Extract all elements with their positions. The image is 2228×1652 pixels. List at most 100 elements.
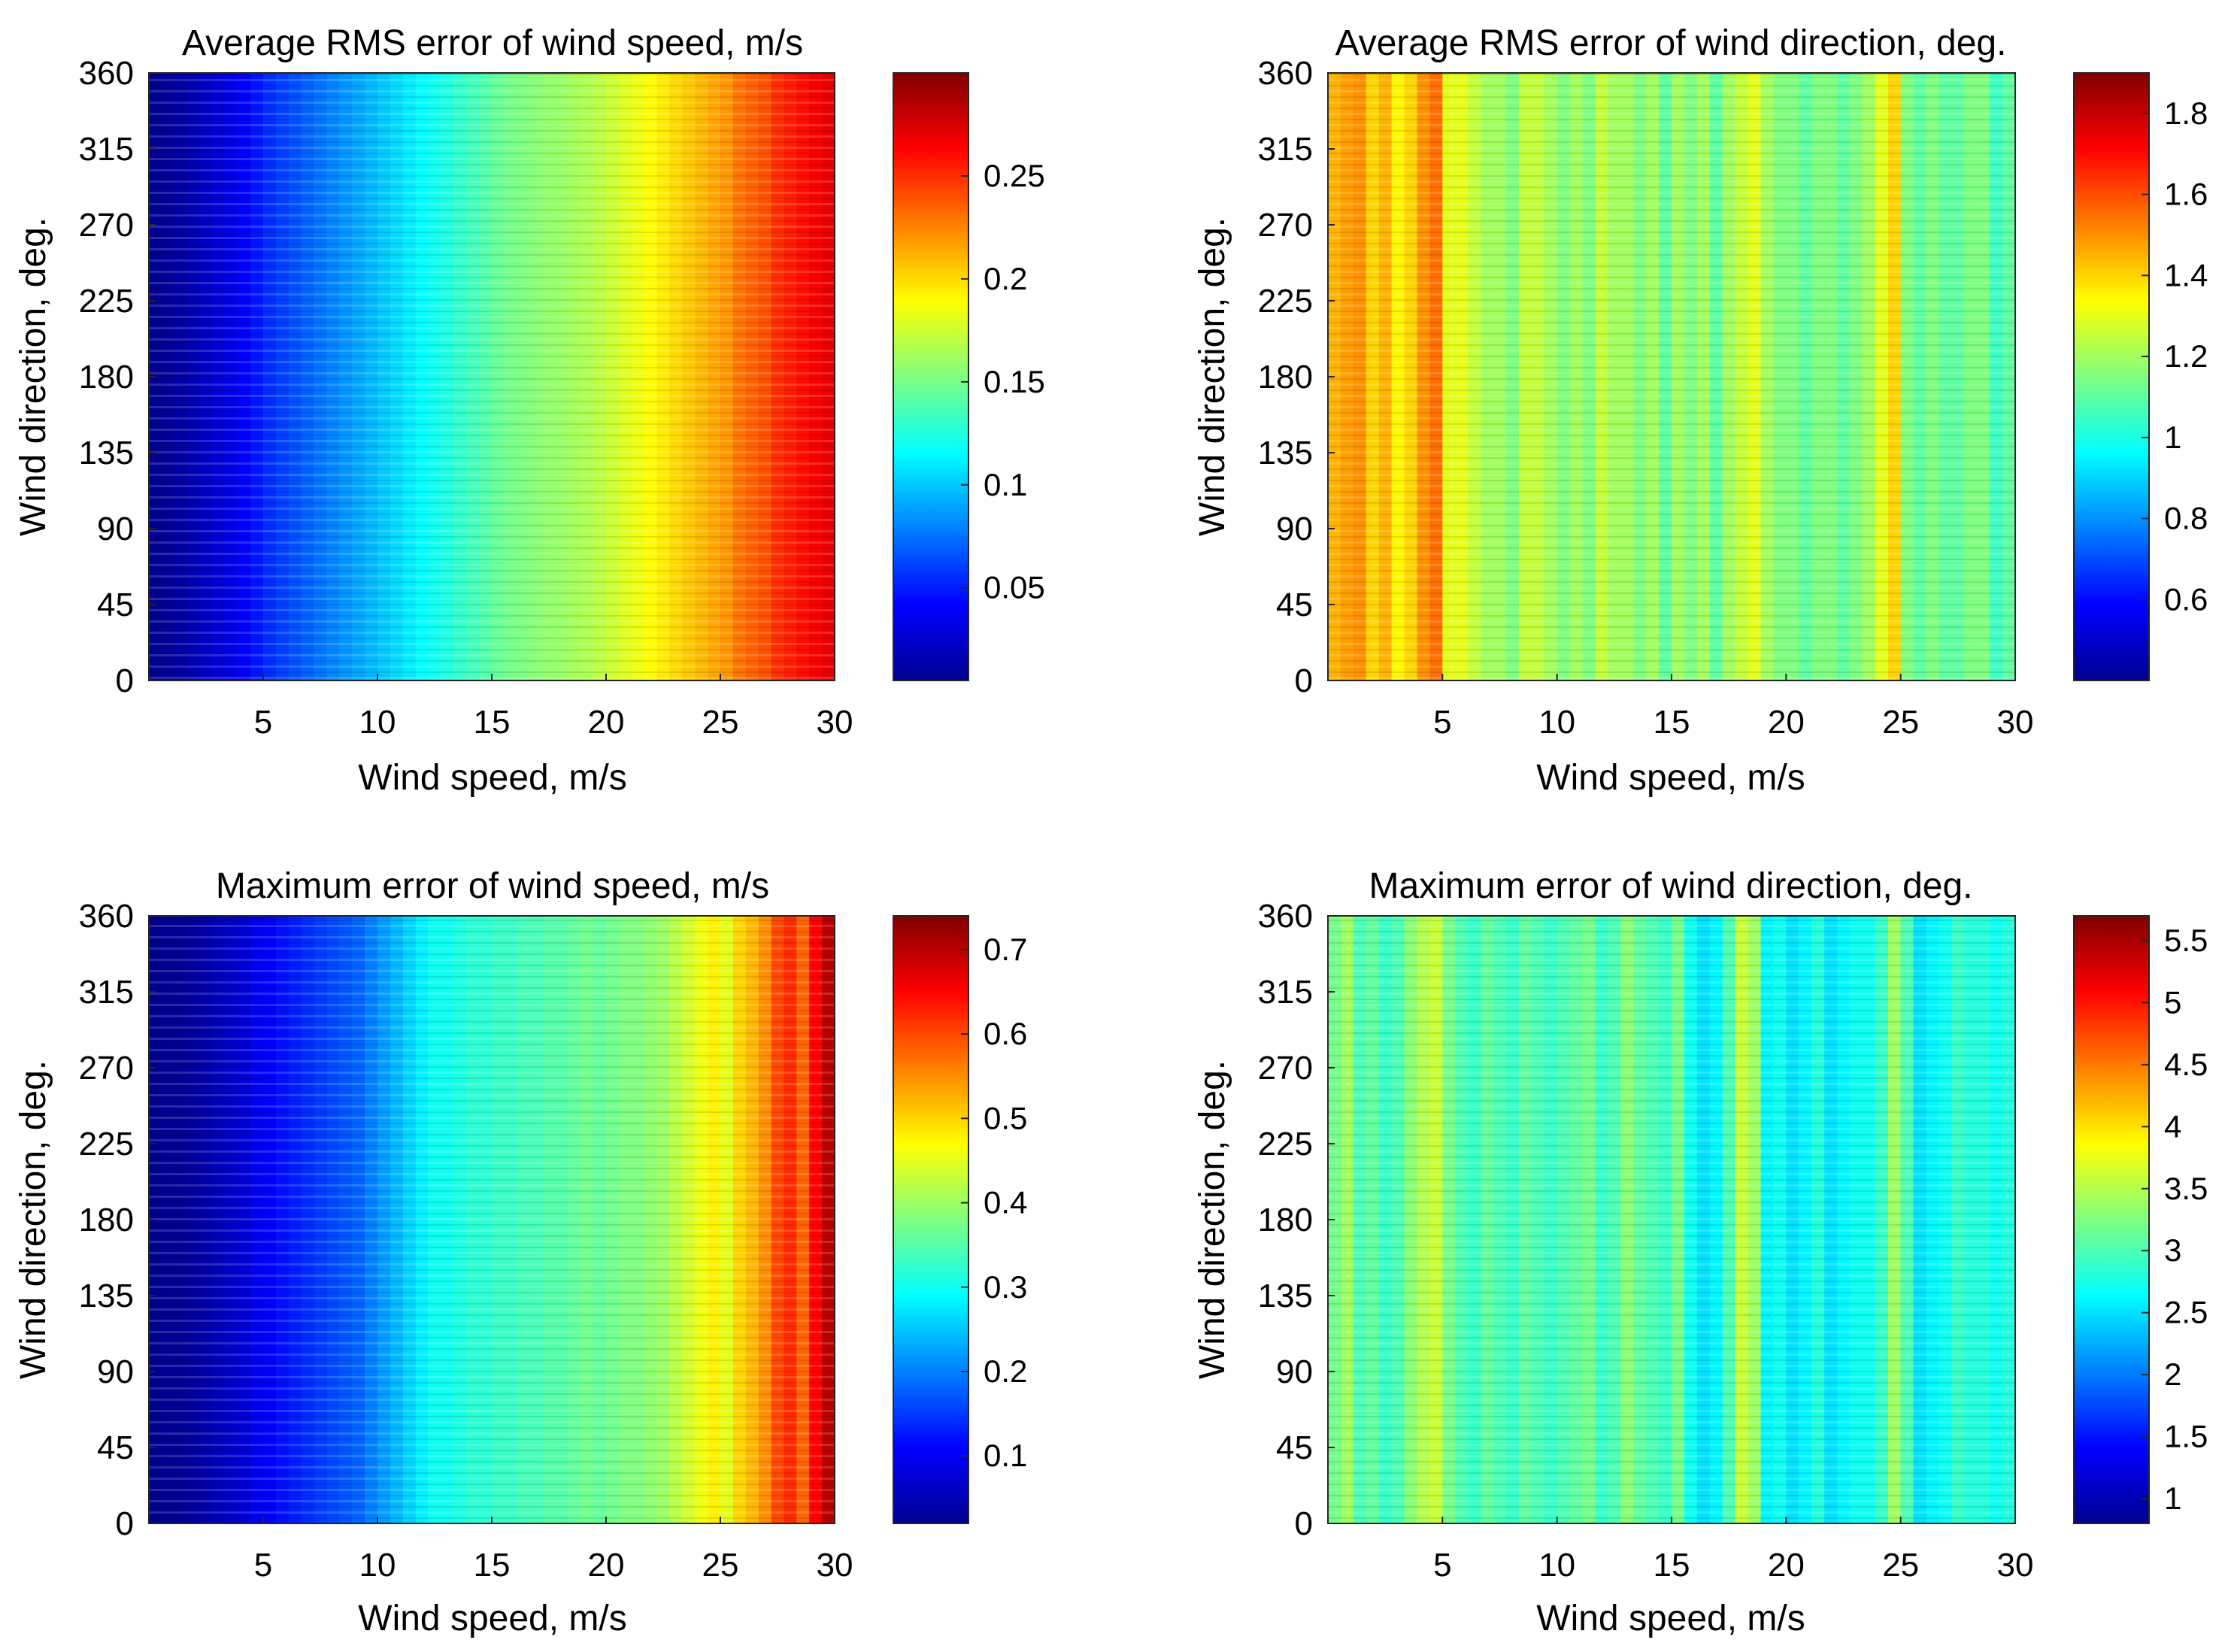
- colorbar: [893, 72, 969, 681]
- y-tick-label: 45: [1276, 587, 1313, 623]
- colorbar-tick-label: 0.3: [984, 1269, 1027, 1305]
- y-tick-label: 180: [1258, 359, 1313, 396]
- x-tick-label: 15: [474, 1547, 511, 1584]
- y-tick-label: 225: [1258, 283, 1313, 320]
- heatmap-texture: [1328, 916, 2015, 1523]
- colorbar-ticks: 1 1.5 2 2.5 3 3.5 4 4.5 5 5.5: [2142, 923, 2208, 1516]
- colorbar-tick-label: 0.5: [984, 1100, 1027, 1135]
- colorbar-tick-label: 2.5: [2164, 1295, 2208, 1330]
- y-tick-label: 270: [1258, 1050, 1313, 1087]
- panel-avg-rms-speed: Average RMS error of wind speed, m/s 5 10…: [14, 23, 1045, 798]
- colorbar-tick-label: 4: [2164, 1108, 2181, 1144]
- colorbar-tick-label: 5: [2164, 984, 2181, 1020]
- heatmap-texture: [149, 73, 835, 681]
- chart-title: Maximum error of wind speed, m/s: [216, 866, 769, 906]
- chart-title: Average RMS error of wind speed, m/s: [182, 23, 803, 63]
- colorbar-tick-label: 0.05: [984, 570, 1045, 605]
- colorbar-tick-label: 1.2: [2164, 338, 2208, 374]
- x-tick-label: 10: [1538, 704, 1575, 741]
- y-tick-label: 225: [79, 1126, 134, 1162]
- colorbar: [2073, 915, 2150, 1524]
- y-tick-label: 90: [1276, 511, 1313, 547]
- y-tick-label: 135: [79, 1278, 134, 1314]
- y-tick-label: 135: [79, 435, 134, 471]
- y-tick-label: 45: [97, 1429, 134, 1466]
- x-ticks: 5 10 15 20 25 30: [254, 674, 853, 741]
- x-tick-label: 5: [254, 704, 272, 741]
- y-tick-label: 0: [116, 662, 134, 699]
- x-ticks: 5 10 15 20 25 30: [254, 1517, 853, 1584]
- colorbar-ticks: 0.6 0.8 1 1.2 1.4 1.6 1.8: [2142, 95, 2208, 617]
- colorbar-tick-label: 0.25: [984, 158, 1045, 193]
- colorbar-tick-label: 3.5: [2164, 1171, 2208, 1206]
- colorbar-tick-label: 0.7: [984, 932, 1027, 967]
- x-tick-label: 15: [474, 704, 511, 741]
- colorbar-tick-label: 0.8: [2164, 501, 2208, 536]
- colorbar: [2073, 72, 2150, 681]
- y-tick-label: 270: [79, 1050, 134, 1087]
- chart-title: Average RMS error of wind direction, deg…: [1335, 23, 2007, 63]
- x-tick-label: 25: [702, 704, 739, 741]
- x-ticks: 5 10 15 20 25 30: [1433, 674, 2033, 741]
- colorbar-tick-label: 1.4: [2164, 257, 2208, 293]
- y-tick-label: 180: [79, 359, 134, 396]
- y-tick-label: 90: [97, 1353, 134, 1390]
- y-tick-label: 360: [1258, 55, 1313, 92]
- x-tick-label: 30: [817, 704, 853, 741]
- colorbar-tick-label: 4.5: [2164, 1047, 2208, 1082]
- x-tick-label: 5: [254, 1547, 272, 1584]
- y-tick-label: 0: [1295, 1505, 1313, 1542]
- colorbar-ticks: 0.1 0.2 0.3 0.4 0.5 0.6 0.7: [961, 932, 1027, 1473]
- x-axis-label: Wind speed, m/s: [1536, 758, 1805, 798]
- y-tick-label: 225: [1258, 1126, 1313, 1162]
- x-tick-label: 5: [1433, 704, 1451, 741]
- y-tick-label: 225: [79, 283, 134, 320]
- y-axis-label: Wind direction, deg.: [1193, 1060, 1232, 1379]
- y-tick-label: 315: [1258, 131, 1313, 168]
- y-axis-label: Wind direction, deg.: [1193, 217, 1232, 536]
- x-tick-label: 20: [1768, 704, 1805, 741]
- y-tick-label: 360: [1258, 898, 1313, 935]
- x-axis-label: Wind speed, m/s: [358, 1599, 626, 1638]
- x-axis-label: Wind speed, m/s: [1536, 1599, 1805, 1638]
- y-tick-label: 270: [79, 207, 134, 244]
- y-axis-label: Wind direction, deg.: [14, 1060, 53, 1379]
- y-tick-label: 90: [1276, 1353, 1313, 1390]
- colorbar-tick-label: 1: [2164, 420, 2181, 455]
- y-tick-label: 315: [1258, 974, 1313, 1011]
- colorbar-tick-label: 0.1: [984, 467, 1027, 502]
- colorbar-tick-label: 0.2: [984, 1353, 1027, 1389]
- y-tick-label: 0: [1295, 662, 1313, 699]
- x-tick-label: 10: [359, 704, 396, 741]
- y-tick-label: 45: [1276, 1429, 1313, 1466]
- heatmap-texture: [1328, 73, 2015, 681]
- y-tick-label: 270: [1258, 207, 1313, 244]
- colorbar-tick-label: 0.2: [984, 261, 1027, 296]
- y-tick-label: 180: [1258, 1202, 1313, 1238]
- x-tick-label: 30: [817, 1547, 853, 1584]
- x-tick-label: 25: [1882, 1547, 1919, 1584]
- heatmap-texture: [149, 916, 835, 1523]
- y-tick-label: 180: [79, 1202, 134, 1238]
- x-tick-label: 30: [1997, 1547, 2034, 1584]
- x-tick-label: 20: [1768, 1547, 1805, 1584]
- y-tick-label: 360: [79, 55, 134, 92]
- panel-max-speed: Maximum error of wind speed, m/s 5 10 15 20…: [14, 866, 1027, 1638]
- x-tick-label: 25: [1882, 704, 1919, 741]
- y-tick-label: 90: [97, 511, 134, 547]
- panel-avg-rms-direction: Average RMS error of wind direction, deg…: [1193, 23, 2208, 798]
- colorbar-tick-label: 1.8: [2164, 95, 2208, 131]
- colorbar-tick-label: 3: [2164, 1232, 2181, 1268]
- colorbar-tick-label: 1: [2164, 1481, 2181, 1516]
- colorbar-tick-label: 0.4: [984, 1185, 1027, 1220]
- x-tick-label: 15: [1654, 704, 1690, 741]
- y-ticks: 0 45 90 135 180 225 270 315 360: [79, 898, 156, 1542]
- x-tick-label: 5: [1433, 1547, 1451, 1584]
- y-tick-label: 0: [116, 1505, 134, 1542]
- y-tick-label: 360: [79, 898, 134, 935]
- colorbar-tick-label: 5.5: [2164, 923, 2208, 958]
- colorbar-tick-label: 1.6: [2164, 177, 2208, 212]
- y-tick-label: 135: [1258, 1278, 1313, 1314]
